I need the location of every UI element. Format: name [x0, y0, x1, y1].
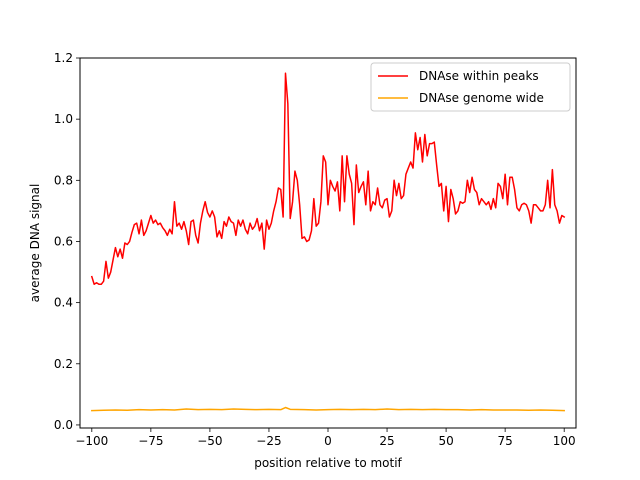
y-tick-label: 0.0	[54, 418, 73, 432]
y-tick-label: 0.2	[54, 357, 73, 371]
x-tick-label: 50	[438, 434, 453, 448]
x-tick-label: −25	[256, 434, 281, 448]
y-tick-label: 0.8	[54, 173, 73, 187]
x-tick-label: −100	[75, 434, 108, 448]
legend: DNAse within peaks DNAse genome wide	[370, 62, 571, 112]
x-tick-label: 0	[324, 434, 332, 448]
x-axis-label: position relative to motif	[254, 456, 402, 470]
x-tick-label: 100	[553, 434, 576, 448]
series-line-dnase-within-peaks	[90, 72, 566, 286]
y-tick-label: 0.6	[54, 234, 73, 248]
legend-box	[370, 62, 571, 112]
series-layer	[90, 72, 566, 412]
x-tick-label: −75	[138, 434, 163, 448]
y-tick-label: 0.4	[54, 296, 73, 310]
x-axis-ticks: −100 −75 −50 −25 0 25 50 75 100	[75, 428, 576, 448]
series-line-dnase-genome-wide	[91, 406, 565, 412]
y-tick-label: 1.0	[54, 112, 73, 126]
legend-label-dnase-genome-wide: DNAse genome wide	[419, 91, 544, 105]
x-tick-label: 25	[379, 434, 394, 448]
x-tick-label: 75	[498, 434, 513, 448]
y-axis-ticks: 0.0 0.2 0.4 0.6 0.8 1.0 1.2	[54, 51, 80, 432]
legend-label-dnase-within-peaks: DNAse within peaks	[419, 69, 539, 83]
x-tick-label: −50	[197, 434, 222, 448]
y-axis-label: average DNA signal	[28, 184, 42, 303]
y-tick-label: 1.2	[54, 51, 73, 65]
